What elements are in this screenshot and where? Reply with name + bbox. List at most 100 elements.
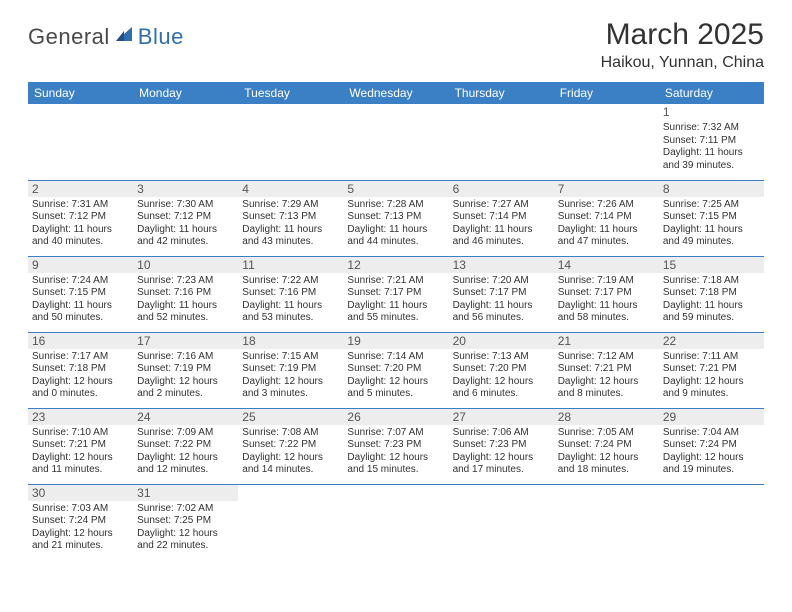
sunrise-line: Sunrise: 7:03 AM bbox=[32, 503, 129, 516]
sunset-line: Sunset: 7:21 PM bbox=[32, 439, 129, 452]
sunrise-line: Sunrise: 7:21 AM bbox=[347, 275, 444, 288]
daylight-line: Daylight: 12 hours and 15 minutes. bbox=[347, 452, 444, 477]
day-number: 11 bbox=[238, 257, 343, 273]
sunset-line: Sunset: 7:17 PM bbox=[347, 287, 444, 300]
calendar-day-cell: 19Sunrise: 7:14 AMSunset: 7:20 PMDayligh… bbox=[343, 332, 448, 408]
calendar-day-cell bbox=[238, 104, 343, 180]
calendar-day-cell bbox=[343, 104, 448, 180]
calendar-day-cell bbox=[554, 104, 659, 180]
day-number: 24 bbox=[133, 409, 238, 425]
calendar-day-cell bbox=[28, 104, 133, 180]
calendar-header-row: SundayMondayTuesdayWednesdayThursdayFrid… bbox=[28, 82, 764, 104]
title-block: March 2025 Haikou, Yunnan, China bbox=[601, 18, 764, 72]
sunrise-line: Sunrise: 7:10 AM bbox=[32, 427, 129, 440]
day-number: 1 bbox=[659, 104, 764, 120]
brand-logo: General Blue bbox=[28, 24, 184, 50]
sunrise-line: Sunrise: 7:23 AM bbox=[137, 275, 234, 288]
logo-text-blue: Blue bbox=[138, 24, 184, 50]
daylight-line: Daylight: 11 hours and 50 minutes. bbox=[32, 300, 129, 325]
day-number: 18 bbox=[238, 333, 343, 349]
calendar-day-cell: 12Sunrise: 7:21 AMSunset: 7:17 PMDayligh… bbox=[343, 256, 448, 332]
calendar-week-row: 9Sunrise: 7:24 AMSunset: 7:15 PMDaylight… bbox=[28, 256, 764, 332]
weekday-header: Saturday bbox=[659, 82, 764, 104]
sunrise-line: Sunrise: 7:22 AM bbox=[242, 275, 339, 288]
sunset-line: Sunset: 7:23 PM bbox=[347, 439, 444, 452]
daylight-line: Daylight: 12 hours and 19 minutes. bbox=[663, 452, 760, 477]
day-number: 7 bbox=[554, 181, 659, 197]
calendar-day-cell bbox=[343, 484, 448, 560]
day-number: 31 bbox=[133, 485, 238, 501]
day-number: 28 bbox=[554, 409, 659, 425]
location-subtitle: Haikou, Yunnan, China bbox=[601, 54, 764, 72]
sunrise-line: Sunrise: 7:18 AM bbox=[663, 275, 760, 288]
logo-sail-icon bbox=[114, 25, 134, 50]
daylight-line: Daylight: 12 hours and 6 minutes. bbox=[453, 376, 550, 401]
daylight-line: Daylight: 12 hours and 9 minutes. bbox=[663, 376, 760, 401]
calendar-day-cell: 6Sunrise: 7:27 AMSunset: 7:14 PMDaylight… bbox=[449, 180, 554, 256]
sunrise-line: Sunrise: 7:05 AM bbox=[558, 427, 655, 440]
sunrise-line: Sunrise: 7:24 AM bbox=[32, 275, 129, 288]
calendar-body: 1Sunrise: 7:32 AMSunset: 7:11 PMDaylight… bbox=[28, 104, 764, 560]
calendar-day-cell: 30Sunrise: 7:03 AMSunset: 7:24 PMDayligh… bbox=[28, 484, 133, 560]
sunset-line: Sunset: 7:20 PM bbox=[347, 363, 444, 376]
calendar-day-cell bbox=[659, 484, 764, 560]
sunrise-line: Sunrise: 7:32 AM bbox=[663, 122, 760, 135]
daylight-line: Daylight: 12 hours and 11 minutes. bbox=[32, 452, 129, 477]
calendar-day-cell: 5Sunrise: 7:28 AMSunset: 7:13 PMDaylight… bbox=[343, 180, 448, 256]
logo-text-general: General bbox=[28, 24, 110, 50]
day-number: 26 bbox=[343, 409, 448, 425]
day-number: 13 bbox=[449, 257, 554, 273]
sunrise-line: Sunrise: 7:04 AM bbox=[663, 427, 760, 440]
calendar-day-cell: 3Sunrise: 7:30 AMSunset: 7:12 PMDaylight… bbox=[133, 180, 238, 256]
sunset-line: Sunset: 7:20 PM bbox=[453, 363, 550, 376]
sunrise-line: Sunrise: 7:20 AM bbox=[453, 275, 550, 288]
calendar-day-cell: 22Sunrise: 7:11 AMSunset: 7:21 PMDayligh… bbox=[659, 332, 764, 408]
day-number: 8 bbox=[659, 181, 764, 197]
sunrise-line: Sunrise: 7:06 AM bbox=[453, 427, 550, 440]
day-number: 14 bbox=[554, 257, 659, 273]
daylight-line: Daylight: 11 hours and 58 minutes. bbox=[558, 300, 655, 325]
calendar-day-cell: 10Sunrise: 7:23 AMSunset: 7:16 PMDayligh… bbox=[133, 256, 238, 332]
calendar-day-cell: 24Sunrise: 7:09 AMSunset: 7:22 PMDayligh… bbox=[133, 408, 238, 484]
daylight-line: Daylight: 12 hours and 2 minutes. bbox=[137, 376, 234, 401]
day-number: 6 bbox=[449, 181, 554, 197]
day-number: 21 bbox=[554, 333, 659, 349]
daylight-line: Daylight: 12 hours and 5 minutes. bbox=[347, 376, 444, 401]
sunrise-line: Sunrise: 7:02 AM bbox=[137, 503, 234, 516]
sunrise-line: Sunrise: 7:31 AM bbox=[32, 199, 129, 212]
sunrise-line: Sunrise: 7:15 AM bbox=[242, 351, 339, 364]
sunset-line: Sunset: 7:23 PM bbox=[453, 439, 550, 452]
daylight-line: Daylight: 12 hours and 0 minutes. bbox=[32, 376, 129, 401]
sunrise-line: Sunrise: 7:19 AM bbox=[558, 275, 655, 288]
calendar-table: SundayMondayTuesdayWednesdayThursdayFrid… bbox=[28, 82, 764, 560]
daylight-line: Daylight: 11 hours and 40 minutes. bbox=[32, 224, 129, 249]
calendar-day-cell: 23Sunrise: 7:10 AMSunset: 7:21 PMDayligh… bbox=[28, 408, 133, 484]
calendar-day-cell: 28Sunrise: 7:05 AMSunset: 7:24 PMDayligh… bbox=[554, 408, 659, 484]
calendar-week-row: 16Sunrise: 7:17 AMSunset: 7:18 PMDayligh… bbox=[28, 332, 764, 408]
calendar-day-cell: 15Sunrise: 7:18 AMSunset: 7:18 PMDayligh… bbox=[659, 256, 764, 332]
sunset-line: Sunset: 7:15 PM bbox=[32, 287, 129, 300]
calendar-day-cell: 20Sunrise: 7:13 AMSunset: 7:20 PMDayligh… bbox=[449, 332, 554, 408]
daylight-line: Daylight: 12 hours and 12 minutes. bbox=[137, 452, 234, 477]
calendar-week-row: 2Sunrise: 7:31 AMSunset: 7:12 PMDaylight… bbox=[28, 180, 764, 256]
daylight-line: Daylight: 12 hours and 21 minutes. bbox=[32, 528, 129, 553]
day-number: 22 bbox=[659, 333, 764, 349]
sunset-line: Sunset: 7:22 PM bbox=[137, 439, 234, 452]
calendar-day-cell: 2Sunrise: 7:31 AMSunset: 7:12 PMDaylight… bbox=[28, 180, 133, 256]
daylight-line: Daylight: 12 hours and 18 minutes. bbox=[558, 452, 655, 477]
sunset-line: Sunset: 7:16 PM bbox=[242, 287, 339, 300]
sunrise-line: Sunrise: 7:30 AM bbox=[137, 199, 234, 212]
daylight-line: Daylight: 11 hours and 43 minutes. bbox=[242, 224, 339, 249]
sunset-line: Sunset: 7:13 PM bbox=[347, 211, 444, 224]
day-number: 10 bbox=[133, 257, 238, 273]
sunrise-line: Sunrise: 7:17 AM bbox=[32, 351, 129, 364]
day-number: 4 bbox=[238, 181, 343, 197]
calendar-day-cell: 17Sunrise: 7:16 AMSunset: 7:19 PMDayligh… bbox=[133, 332, 238, 408]
calendar-day-cell bbox=[238, 484, 343, 560]
day-number: 5 bbox=[343, 181, 448, 197]
day-number: 3 bbox=[133, 181, 238, 197]
day-number: 17 bbox=[133, 333, 238, 349]
calendar-day-cell: 31Sunrise: 7:02 AMSunset: 7:25 PMDayligh… bbox=[133, 484, 238, 560]
weekday-header: Thursday bbox=[449, 82, 554, 104]
day-number: 19 bbox=[343, 333, 448, 349]
